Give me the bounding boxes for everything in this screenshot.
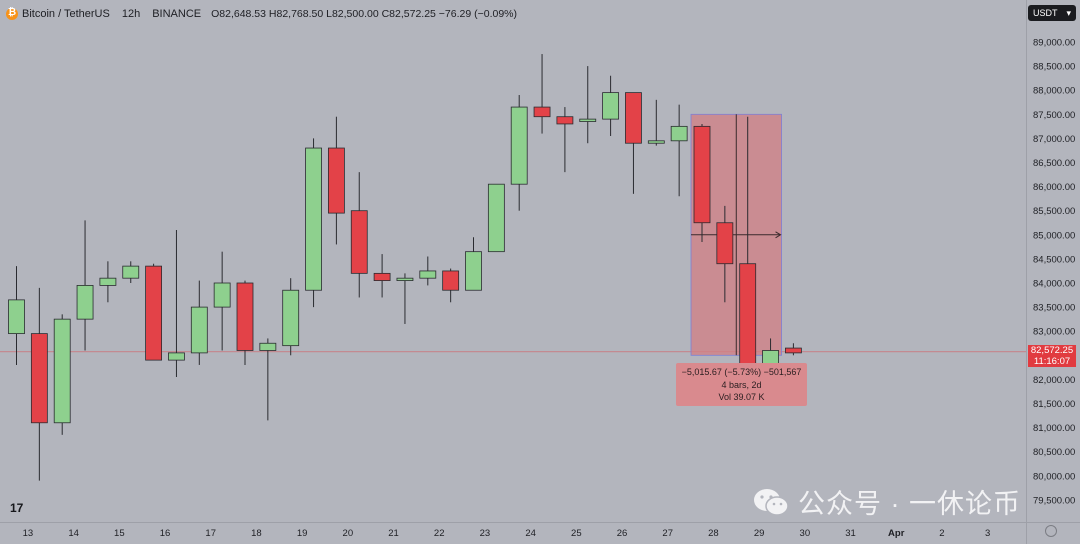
candle-body	[99, 277, 117, 286]
currency-label: USDT	[1033, 8, 1058, 18]
candle-body	[8, 299, 25, 335]
candle-body	[145, 265, 163, 361]
x-tick-label: 15	[114, 528, 125, 539]
y-tick-label: 81,000.00	[1033, 423, 1075, 434]
y-tick-label: 86,500.00	[1033, 158, 1075, 169]
last-price: 82,572.25	[1030, 345, 1074, 356]
measure-bars: 4 bars, 2d	[721, 379, 762, 390]
y-tick-label: 85,000.00	[1033, 230, 1075, 241]
candle-body	[190, 306, 208, 354]
candle-body	[487, 183, 505, 253]
candle-body	[30, 333, 48, 424]
x-tick-label: 16	[160, 528, 171, 539]
candle-body	[670, 125, 688, 142]
candle-body	[122, 265, 140, 279]
y-tick-label: 79,500.00	[1033, 495, 1075, 506]
x-tick-label: 17	[205, 528, 216, 539]
y-tick-label: 83,500.00	[1033, 303, 1075, 314]
watermark-text: 公众号 · 一休论币	[798, 489, 1021, 519]
candle-body	[556, 116, 574, 125]
measure-arrowhead	[775, 231, 782, 239]
candle-body	[785, 347, 802, 354]
candle-body	[327, 147, 345, 214]
y-tick-label: 89,000.00	[1033, 38, 1075, 49]
candle-body	[396, 277, 414, 281]
x-tick-label: 23	[480, 528, 491, 539]
candle-body	[213, 282, 231, 308]
candle-body	[350, 210, 368, 274]
x-tick-label: 30	[800, 528, 811, 539]
y-tick-label: 83,000.00	[1033, 327, 1075, 338]
x-tick-label: 2	[939, 528, 944, 539]
candle-body	[533, 106, 551, 118]
settings-icon[interactable]	[1045, 525, 1057, 537]
y-tick-label: 88,000.00	[1033, 86, 1075, 97]
candle-body	[465, 251, 482, 291]
timeframe[interactable]: 12h	[121, 8, 141, 20]
measure-tooltip: −5,015.67 (−5.73%) −501,567 4 bars, 2d V…	[676, 363, 807, 406]
chart-header: Bitcoin / TetherUS 12h BINANCE O82,648.5…	[6, 6, 517, 22]
y-tick-label: 87,500.00	[1033, 110, 1075, 121]
candle-body	[442, 270, 460, 291]
candle-body	[305, 147, 322, 291]
candle-body	[602, 92, 619, 120]
candle-body	[53, 318, 71, 424]
measure-volume: Vol 39.07 K	[718, 392, 765, 402]
exchange-name: BINANCE	[152, 8, 202, 20]
x-tick-label: 27	[662, 528, 673, 539]
x-tick-label: Apr	[888, 528, 905, 539]
tradingview-logo: 17	[10, 501, 24, 515]
y-tick-label: 87,000.00	[1033, 134, 1075, 145]
chevron-down-icon: ▾	[1066, 7, 1071, 18]
x-tick-label: 20	[343, 528, 354, 539]
candle-body	[579, 118, 597, 122]
y-tick-label: 85,500.00	[1033, 206, 1075, 217]
candle-body	[373, 272, 391, 281]
y-tick-label: 86,000.00	[1033, 182, 1075, 193]
y-tick-label: 81,500.00	[1033, 399, 1075, 410]
x-tick-label: 22	[434, 528, 445, 539]
watermark: 公众号 · 一休论币	[752, 482, 1021, 521]
x-tick-label: 19	[297, 528, 308, 539]
x-tick-label: 18	[251, 528, 262, 539]
x-tick-label: 25	[571, 528, 582, 539]
x-tick-label: 14	[68, 528, 79, 539]
bitcoin-icon	[6, 7, 18, 20]
bar-countdown: 11:16:07	[1033, 356, 1071, 367]
x-tick-label: 29	[754, 528, 765, 539]
y-tick-label: 84,500.00	[1033, 254, 1075, 265]
y-tick-label: 88,500.00	[1033, 62, 1075, 73]
x-tick-label: 31	[845, 528, 856, 539]
candle-body	[510, 106, 528, 185]
candle-body	[282, 289, 300, 347]
x-tick-label: 26	[617, 528, 628, 539]
x-tick-label: 28	[708, 528, 719, 539]
symbol-name[interactable]: Bitcoin / TetherUS	[22, 8, 110, 20]
y-tick-label: 80,000.00	[1033, 471, 1075, 482]
candle-body	[693, 125, 711, 224]
candle-body	[259, 342, 277, 351]
candle-body	[168, 352, 185, 361]
candle-body	[716, 222, 734, 265]
x-tick-label: 13	[23, 528, 34, 539]
x-tick-label: 3	[985, 528, 990, 539]
x-tick-label: 24	[525, 528, 536, 539]
y-tick-label: 82,000.00	[1033, 375, 1075, 386]
candle-body	[419, 270, 437, 279]
y-tick-label: 84,000.00	[1033, 279, 1075, 290]
wechat-icon	[754, 488, 789, 516]
last-price-badge: 82,572.25 11:16:07	[1028, 345, 1076, 367]
currency-button[interactable]: USDT ▾	[1028, 5, 1076, 21]
candle-body	[739, 263, 757, 366]
x-tick-label: 21	[388, 528, 399, 539]
candle-body	[647, 140, 665, 144]
measure-change: −5,015.67 (−5.73%) −501,567	[681, 367, 802, 377]
candle-body	[236, 282, 254, 351]
candle-body	[76, 285, 94, 320]
candle-body	[625, 92, 642, 144]
ohlc-readout: O82,648.53 H82,768.50 L82,500.00 C82,572…	[211, 8, 518, 20]
y-tick-label: 80,500.00	[1033, 447, 1075, 458]
